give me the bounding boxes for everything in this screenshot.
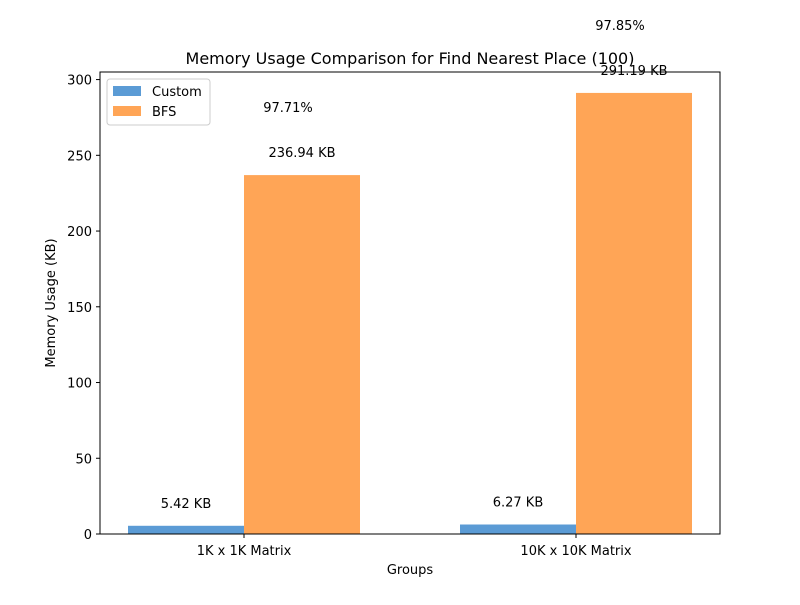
- y-axis: 0 50 100 150 200 250 300: [67, 74, 100, 543]
- percentage-annotation: 97.71%: [263, 101, 313, 116]
- y-tick-label: 100: [67, 377, 92, 392]
- x-axis-label: Groups: [387, 563, 434, 578]
- x-axis: 1K x 1K Matrix 10K x 10K Matrix: [197, 534, 632, 559]
- bars-group: [128, 92, 692, 534]
- y-tick-label: 300: [67, 74, 92, 89]
- bar-custom-1: [128, 525, 244, 534]
- legend-swatch-custom: [113, 86, 141, 96]
- bar-value-label: 5.42 KB: [161, 497, 212, 512]
- legend: Custom BFS: [106, 78, 211, 126]
- legend-label-custom: Custom: [152, 85, 202, 100]
- bar-custom-2: [460, 524, 576, 534]
- x-tick-label: 10K x 10K Matrix: [520, 544, 631, 559]
- y-tick-label: 0: [84, 528, 92, 543]
- y-tick-label: 250: [67, 149, 92, 164]
- bar-value-label: 236.94 KB: [268, 146, 335, 161]
- y-tick-label: 50: [75, 452, 92, 467]
- bar-value-label: 291.19 KB: [600, 64, 667, 79]
- x-tick-label: 1K x 1K Matrix: [197, 544, 292, 559]
- legend-label-bfs: BFS: [152, 105, 176, 120]
- y-axis-label: Memory Usage (KB): [44, 238, 59, 367]
- plot-frame: [99, 71, 721, 535]
- y-tick-label: 200: [67, 225, 92, 240]
- bar-labels-group: 5.42 KB 236.94 KB 6.27 KB 291.19 KB: [161, 64, 668, 512]
- bar-bfs-2: [576, 92, 692, 534]
- percentage-annotation: 97.85%: [595, 19, 645, 34]
- annotations-group: 97.71% 97.85%: [263, 19, 645, 116]
- chart-title: Memory Usage Comparison for Find Nearest…: [186, 49, 635, 68]
- y-tick-label: 150: [67, 301, 92, 316]
- bar-bfs-1: [244, 175, 360, 534]
- bar-value-label: 6.27 KB: [493, 496, 544, 511]
- legend-swatch-bfs: [113, 106, 141, 116]
